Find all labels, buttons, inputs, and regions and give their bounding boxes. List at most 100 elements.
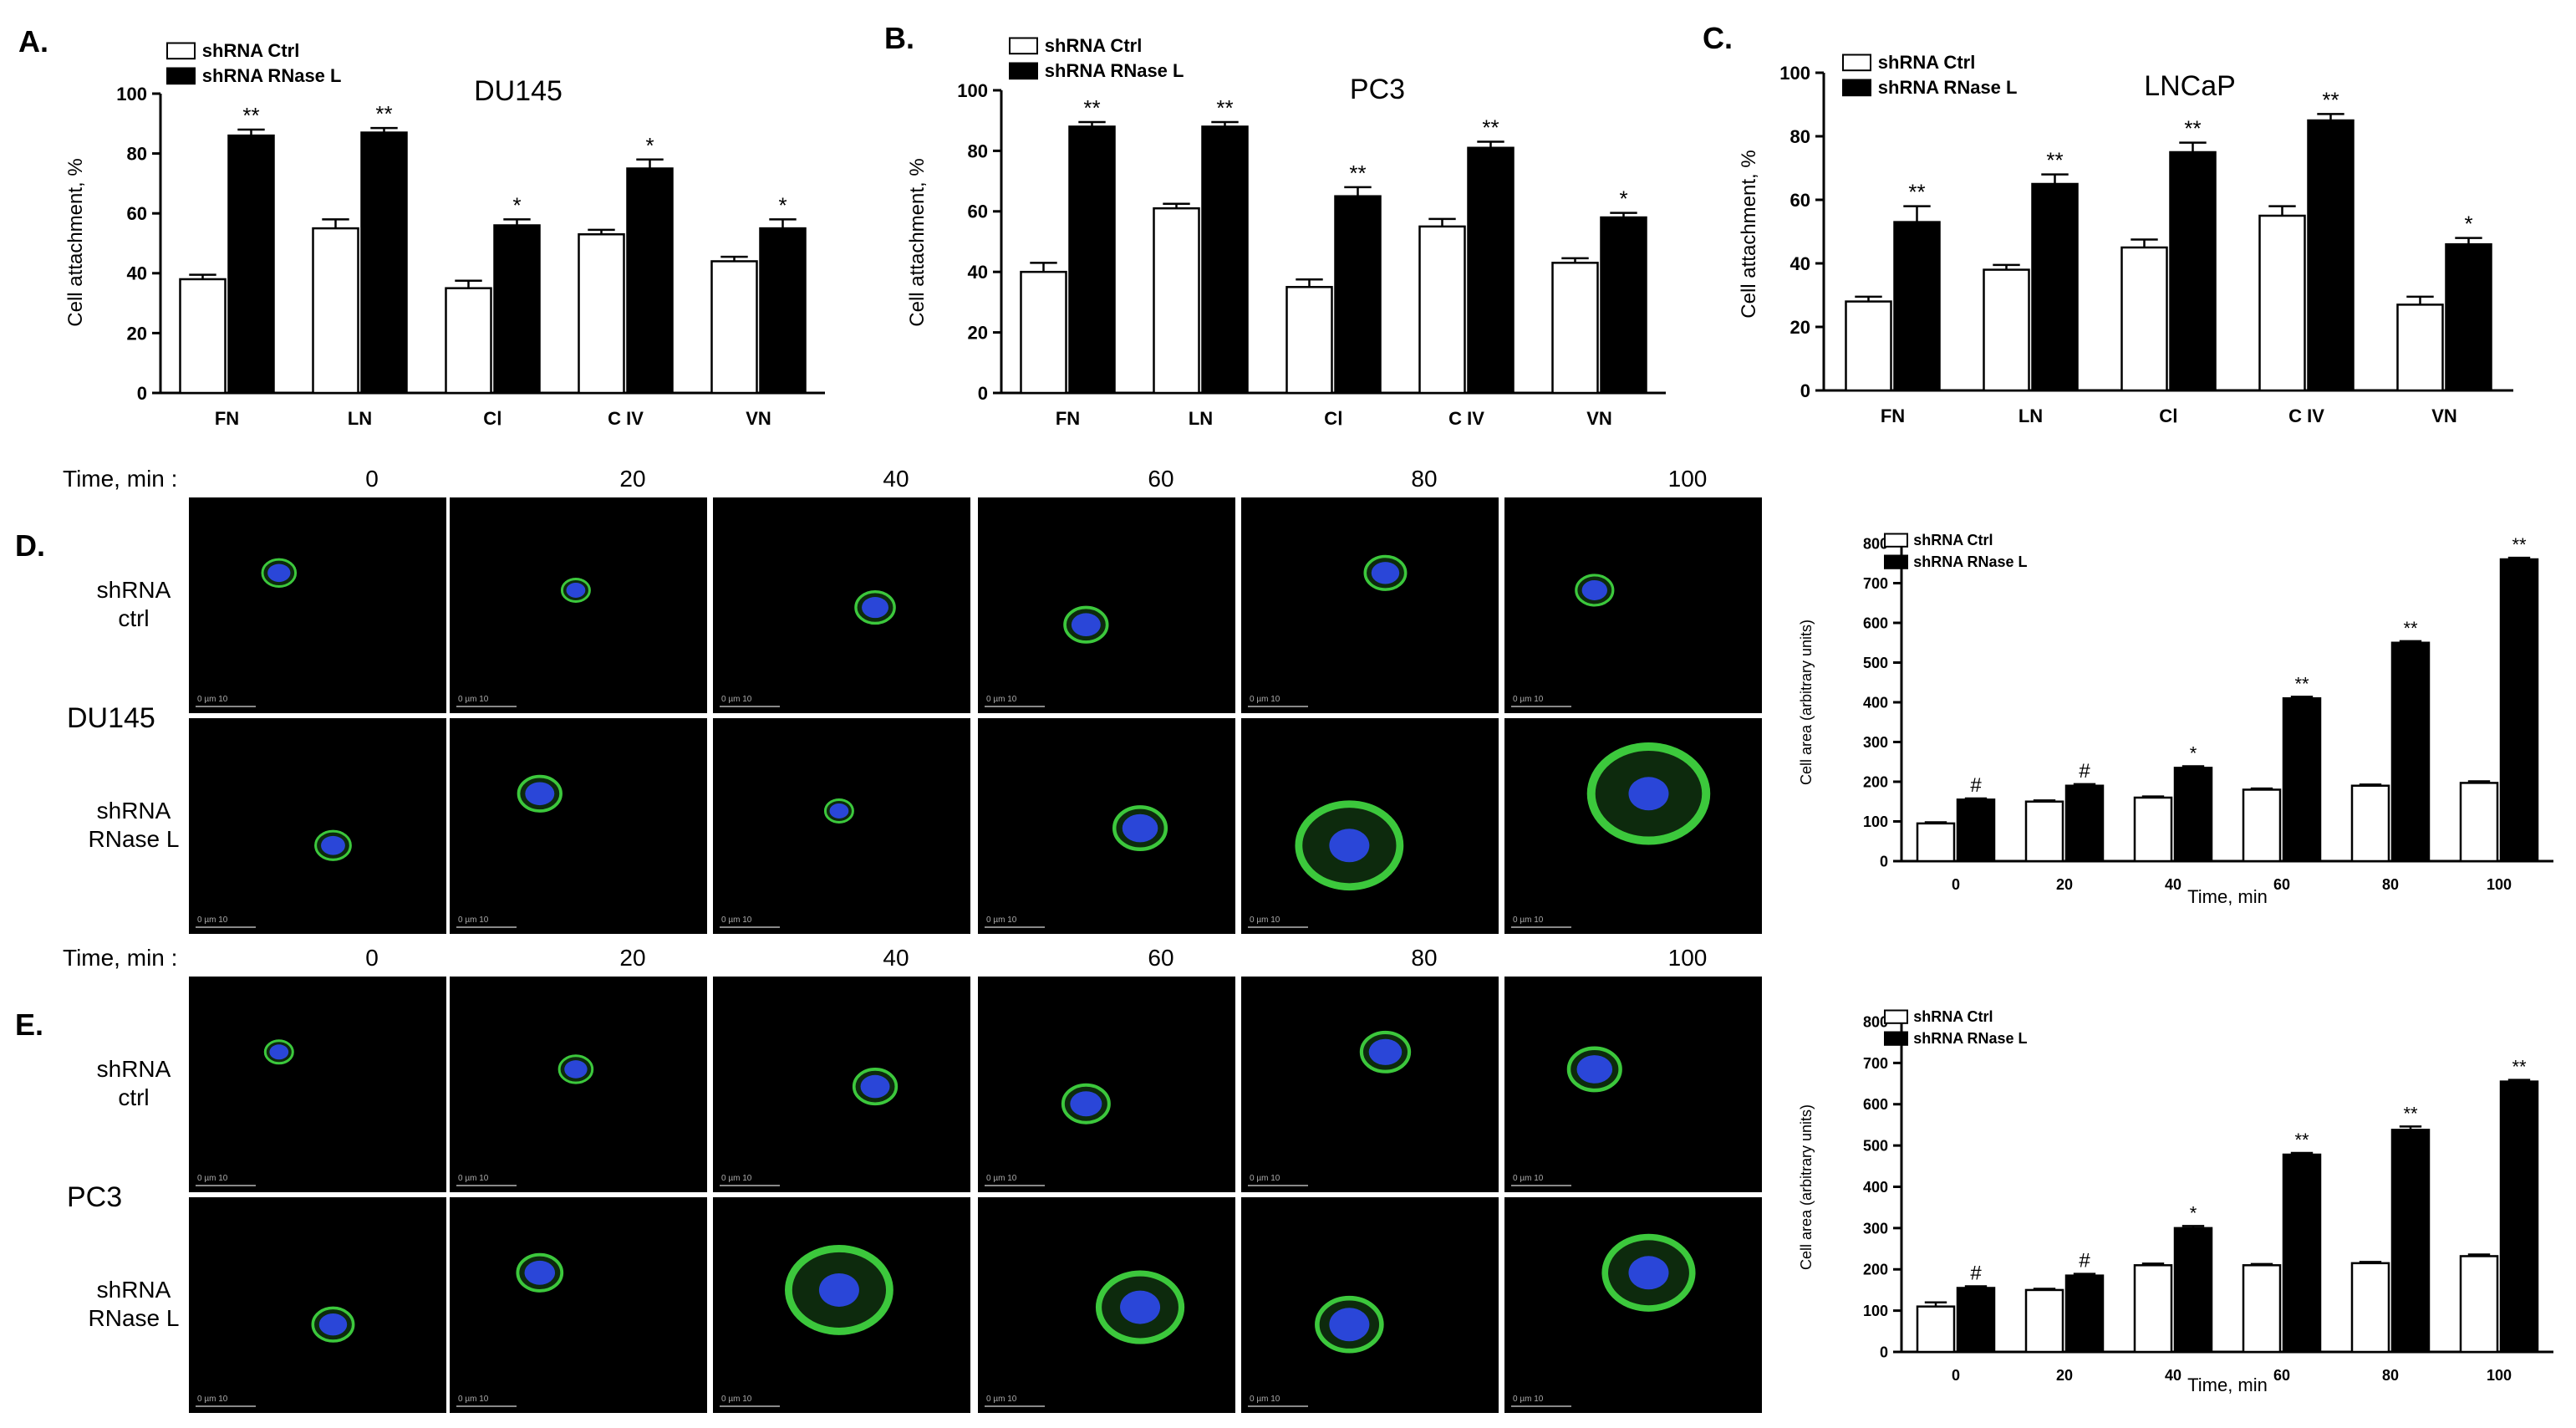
x-tick-label: 100 — [2487, 876, 2512, 893]
micrograph-tile — [713, 977, 970, 1192]
microscopy-panel-1: Time, min :0 20 40 60 80 100D.DU145shRNActrls… — [15, 466, 1762, 934]
significance-marker: * — [645, 133, 654, 158]
time-point-label: 60 — [1148, 466, 1173, 492]
significance-marker: # — [1970, 774, 1982, 797]
bar-ctrl — [2258, 214, 2306, 392]
bar-ctrl — [179, 278, 227, 395]
legend-swatch — [1884, 554, 1908, 569]
micrograph-tile — [189, 718, 446, 934]
bar-rnasel — [1201, 125, 1249, 395]
scale-bar-label: 0 µm 10 — [1250, 915, 1280, 925]
cell-line-label: PC3 — [1350, 74, 1405, 105]
cell-nucleus — [524, 1260, 556, 1285]
significance-marker: * — [2190, 742, 2197, 763]
significance-marker: * — [778, 192, 787, 217]
significance-marker: # — [2079, 760, 2090, 783]
scale-bar-label: 0 µm 10 — [197, 1174, 228, 1183]
micrograph-tile — [189, 977, 446, 1192]
x-tick-label: CⅠ — [483, 408, 501, 429]
bar-rnasel — [2031, 182, 2079, 392]
x-tick-label: 20 — [2056, 876, 2073, 893]
bar-ctrl — [1285, 286, 1333, 395]
bar-ctrl — [1983, 268, 2030, 392]
legend-label: shRNA RNase L — [202, 65, 342, 86]
cell-line-label: DU145 — [474, 75, 563, 107]
significance-marker: # — [1970, 1262, 1982, 1284]
cell-nucleus — [1120, 1290, 1161, 1324]
bar-rnasel — [2499, 558, 2539, 863]
panel-letter: C. — [1703, 21, 1733, 55]
legend-swatch — [1842, 54, 1871, 72]
time-point-label: 0 — [365, 466, 379, 492]
bar-ctrl — [2024, 1288, 2064, 1354]
significance-marker: ** — [2403, 1103, 2418, 1124]
y-tick-label: 600 — [1863, 615, 1888, 631]
scale-bar-label: 0 µm 10 — [458, 1395, 489, 1404]
cell-nucleus — [318, 1313, 348, 1336]
y-tick-label: 800 — [1863, 1013, 1888, 1030]
cell-nucleus — [1628, 1256, 1669, 1290]
bar-ctrl — [1020, 270, 1067, 395]
cell-nucleus — [1329, 1308, 1370, 1342]
time-point-label: 0 — [365, 945, 379, 971]
cell-line-label: PC3 — [67, 1181, 122, 1213]
scale-bar-label: 0 µm 10 — [986, 695, 1017, 704]
bar-rnasel — [2282, 1153, 2322, 1354]
x-tick-label: C IV — [1448, 408, 1484, 429]
scale-bar-label: 0 µm 10 — [1513, 915, 1544, 925]
y-tick-label: 100 — [116, 84, 147, 105]
significance-marker: # — [2079, 1250, 2090, 1272]
x-tick-label: 0 — [1952, 876, 1960, 893]
bar-rnasel — [2390, 1129, 2431, 1354]
y-tick-label: 80 — [127, 144, 147, 165]
x-axis-label: Time, min — [2187, 886, 2268, 907]
scale-bar-label: 0 µm 10 — [458, 1174, 489, 1183]
panel-letter: E. — [15, 1007, 43, 1042]
scale-bar-label: 0 µm 10 — [1513, 1174, 1544, 1183]
scale-bar-label: 0 µm 10 — [197, 915, 228, 925]
cell-nucleus — [860, 1074, 890, 1099]
bar-rnasel — [1893, 221, 1941, 392]
micrograph-tile — [1504, 977, 1762, 1192]
legend-label: shRNA RNase L — [1913, 1030, 2027, 1047]
y-tick-label: 20 — [968, 323, 988, 344]
legend-label: shRNA Ctrl — [202, 40, 300, 61]
y-tick-label: 20 — [1790, 317, 1810, 338]
legend-swatch — [1884, 1009, 1908, 1024]
time-point-label: 60 — [1148, 945, 1173, 971]
y-tick-label: 500 — [1863, 655, 1888, 671]
bar-rnasel — [1956, 798, 1996, 863]
y-tick-label: 40 — [968, 262, 988, 283]
y-tick-label: 100 — [1863, 813, 1888, 830]
cell-nucleus — [829, 803, 849, 819]
bar-ctrl — [578, 233, 625, 395]
bar-ctrl — [2459, 1255, 2499, 1354]
x-tick-label: LN — [1189, 408, 1213, 429]
cell-nucleus — [321, 835, 345, 855]
y-tick-label: 0 — [137, 383, 147, 404]
micrograph-tile — [978, 497, 1235, 713]
micrograph-tile — [713, 718, 970, 934]
bar-rnasel — [2064, 784, 2105, 863]
x-tick-label: 80 — [2382, 876, 2399, 893]
x-tick-label: VN — [746, 408, 771, 429]
scale-bar-label: 0 µm 10 — [721, 1395, 752, 1404]
y-tick-label: 200 — [1863, 1262, 1888, 1278]
legend-label: shRNA RNase L — [1913, 553, 2027, 570]
cell-nucleus — [818, 1272, 859, 1307]
bar-ctrl — [710, 260, 758, 395]
bar-ctrl — [2350, 1262, 2390, 1354]
bar-ctrl — [2242, 788, 2282, 863]
y-tick-label: 0 — [1800, 380, 1810, 401]
panel-letter: D. — [15, 528, 45, 563]
x-tick-label: LN — [2019, 405, 2043, 426]
bar-rnasel — [2064, 1274, 2105, 1354]
micrograph-tile — [189, 497, 446, 713]
bar-chart-1: 0 20 40 60 80 100 Cell attachment, % A. DU145 shR… — [18, 24, 825, 429]
bar-ctrl — [1153, 207, 1200, 395]
cell-nucleus — [862, 596, 889, 619]
bar-rnasel — [2390, 641, 2431, 863]
x-tick-label: VN — [1586, 408, 1612, 429]
